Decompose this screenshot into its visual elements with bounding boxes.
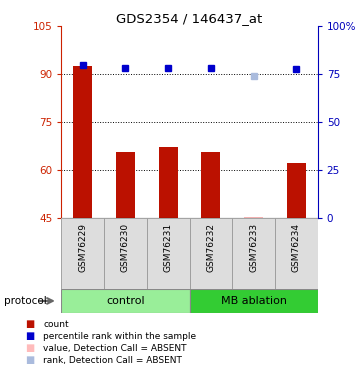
Text: value, Detection Call = ABSENT: value, Detection Call = ABSENT bbox=[43, 344, 187, 353]
Bar bbox=[287, 164, 306, 218]
Bar bbox=[158, 147, 178, 218]
Bar bbox=[190, 289, 318, 313]
Bar bbox=[61, 289, 190, 313]
Text: ■: ■ bbox=[25, 344, 35, 353]
Text: control: control bbox=[106, 296, 145, 306]
Bar bbox=[147, 217, 190, 289]
Bar bbox=[232, 217, 275, 289]
Text: GSM76234: GSM76234 bbox=[292, 223, 301, 272]
Bar bbox=[61, 217, 104, 289]
Text: MB ablation: MB ablation bbox=[221, 296, 287, 306]
Text: protocol: protocol bbox=[4, 296, 46, 306]
Bar bbox=[116, 152, 135, 217]
Text: GSM76232: GSM76232 bbox=[206, 223, 216, 272]
Bar bbox=[244, 216, 263, 217]
Text: ■: ■ bbox=[25, 320, 35, 329]
Bar bbox=[275, 217, 318, 289]
Text: ■: ■ bbox=[25, 332, 35, 341]
Text: GSM76230: GSM76230 bbox=[121, 223, 130, 272]
Title: GDS2354 / 146437_at: GDS2354 / 146437_at bbox=[116, 12, 263, 25]
Bar bbox=[104, 217, 147, 289]
Bar bbox=[201, 152, 221, 217]
Bar bbox=[190, 217, 232, 289]
Text: rank, Detection Call = ABSENT: rank, Detection Call = ABSENT bbox=[43, 356, 182, 365]
Text: count: count bbox=[43, 320, 69, 329]
Text: percentile rank within the sample: percentile rank within the sample bbox=[43, 332, 196, 341]
Text: GSM76233: GSM76233 bbox=[249, 223, 258, 272]
Text: ■: ■ bbox=[25, 356, 35, 365]
Text: GSM76231: GSM76231 bbox=[164, 223, 173, 272]
Bar bbox=[73, 66, 92, 218]
Text: GSM76229: GSM76229 bbox=[78, 223, 87, 272]
